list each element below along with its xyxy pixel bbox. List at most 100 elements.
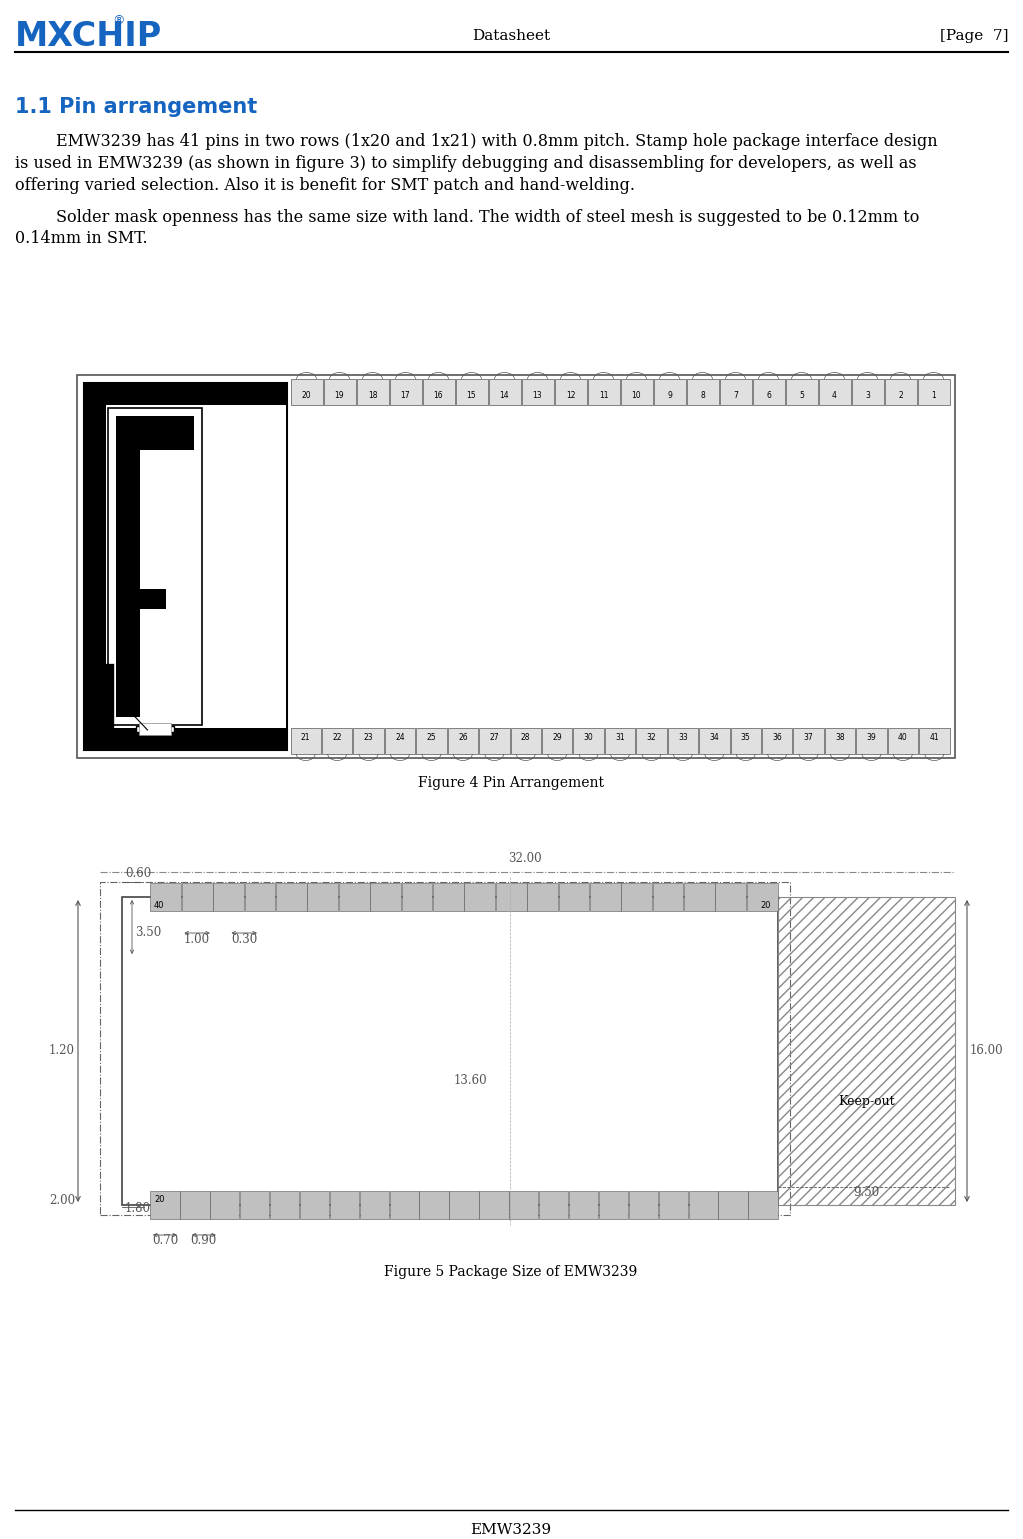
Text: 27: 27 bbox=[489, 734, 499, 742]
Bar bbox=[390, 1191, 418, 1219]
Bar bbox=[527, 883, 558, 911]
Text: 20: 20 bbox=[302, 391, 311, 400]
Bar bbox=[213, 883, 243, 911]
Bar bbox=[401, 883, 433, 911]
Text: 1.1 Pin arrangement: 1.1 Pin arrangement bbox=[15, 97, 257, 117]
Bar bbox=[688, 1191, 718, 1219]
Bar bbox=[590, 883, 621, 911]
Text: 0.60: 0.60 bbox=[125, 866, 151, 880]
Bar bbox=[464, 883, 495, 911]
Bar bbox=[509, 1191, 538, 1219]
Bar bbox=[370, 883, 401, 911]
Bar bbox=[116, 416, 140, 717]
Bar bbox=[419, 1191, 449, 1219]
Bar bbox=[851, 379, 884, 405]
Bar bbox=[539, 1191, 569, 1219]
Text: 36: 36 bbox=[772, 734, 782, 742]
Text: 3: 3 bbox=[865, 391, 870, 400]
Bar bbox=[433, 883, 463, 911]
Bar bbox=[143, 729, 155, 731]
Bar bbox=[747, 883, 777, 911]
Text: 16.00: 16.00 bbox=[970, 1045, 1004, 1057]
Text: 40: 40 bbox=[154, 902, 165, 911]
Bar bbox=[715, 883, 747, 911]
Bar bbox=[621, 883, 652, 911]
Bar bbox=[699, 728, 729, 754]
Bar bbox=[84, 728, 287, 749]
Text: 11: 11 bbox=[598, 391, 609, 400]
Text: 0.70: 0.70 bbox=[151, 1234, 178, 1247]
Text: 3.50: 3.50 bbox=[135, 925, 162, 939]
Bar bbox=[360, 1191, 389, 1219]
Bar bbox=[918, 379, 949, 405]
Bar bbox=[587, 379, 620, 405]
Text: 10: 10 bbox=[631, 391, 641, 400]
Bar bbox=[888, 728, 918, 754]
Bar bbox=[291, 728, 321, 754]
Text: 21: 21 bbox=[301, 734, 310, 742]
Bar bbox=[522, 379, 553, 405]
Bar bbox=[718, 1191, 748, 1219]
Text: 1: 1 bbox=[931, 391, 936, 400]
Bar bbox=[686, 379, 718, 405]
Bar bbox=[116, 589, 166, 609]
Bar bbox=[448, 728, 478, 754]
Bar bbox=[139, 723, 171, 736]
Text: 8: 8 bbox=[700, 391, 705, 400]
Text: Figure 4 Pin Arrangement: Figure 4 Pin Arrangement bbox=[418, 776, 604, 790]
Bar bbox=[636, 728, 667, 754]
Text: 41: 41 bbox=[930, 734, 939, 742]
Bar bbox=[753, 379, 785, 405]
Bar bbox=[100, 882, 790, 1214]
Bar bbox=[276, 883, 307, 911]
Bar bbox=[182, 883, 213, 911]
Bar bbox=[749, 1191, 777, 1219]
Bar bbox=[730, 728, 761, 754]
Text: 40: 40 bbox=[898, 734, 907, 742]
Text: 28: 28 bbox=[521, 734, 531, 742]
Bar bbox=[108, 408, 202, 725]
Bar bbox=[573, 728, 604, 754]
Bar bbox=[329, 1191, 359, 1219]
Bar bbox=[598, 1191, 628, 1219]
Text: is used in EMW3239 (as shown in figure 3) to simplify debugging and disassemblin: is used in EMW3239 (as shown in figure 3… bbox=[15, 155, 917, 172]
Text: 0.90: 0.90 bbox=[190, 1234, 217, 1247]
Bar bbox=[654, 379, 685, 405]
Bar bbox=[818, 379, 850, 405]
Bar bbox=[270, 1191, 299, 1219]
Text: Solder mask openness has the same size with land. The width of steel mesh is sug: Solder mask openness has the same size w… bbox=[15, 209, 920, 226]
Text: 19: 19 bbox=[335, 391, 345, 400]
Bar bbox=[559, 883, 589, 911]
Bar bbox=[510, 728, 541, 754]
Text: 32.00: 32.00 bbox=[508, 853, 542, 865]
Bar bbox=[84, 383, 287, 749]
Bar bbox=[180, 1191, 210, 1219]
Text: 35: 35 bbox=[741, 734, 751, 742]
Text: 4: 4 bbox=[832, 391, 837, 400]
Text: 26: 26 bbox=[458, 734, 468, 742]
Bar bbox=[919, 728, 949, 754]
Bar bbox=[77, 376, 955, 759]
Bar bbox=[542, 728, 572, 754]
Text: offering varied selection. Also it is benefit for SMT patch and hand-welding.: offering varied selection. Also it is be… bbox=[15, 177, 635, 194]
Bar bbox=[244, 883, 275, 911]
Text: 30: 30 bbox=[584, 734, 593, 742]
Text: 9: 9 bbox=[667, 391, 672, 400]
Bar bbox=[719, 379, 752, 405]
Bar bbox=[323, 379, 356, 405]
Text: MXCHIP: MXCHIP bbox=[15, 20, 163, 52]
Bar bbox=[353, 728, 384, 754]
Bar bbox=[653, 883, 683, 911]
Bar bbox=[84, 383, 106, 749]
Bar bbox=[762, 728, 793, 754]
Text: 9.50: 9.50 bbox=[853, 1187, 880, 1199]
Text: Keep-out: Keep-out bbox=[838, 1094, 895, 1108]
Text: 34: 34 bbox=[709, 734, 719, 742]
Text: 32: 32 bbox=[647, 734, 656, 742]
Bar bbox=[240, 1191, 269, 1219]
Bar bbox=[455, 379, 488, 405]
Bar bbox=[479, 1191, 508, 1219]
Text: 1.20: 1.20 bbox=[49, 1045, 75, 1057]
Text: 0.30: 0.30 bbox=[231, 933, 258, 946]
Text: 2: 2 bbox=[898, 391, 903, 400]
